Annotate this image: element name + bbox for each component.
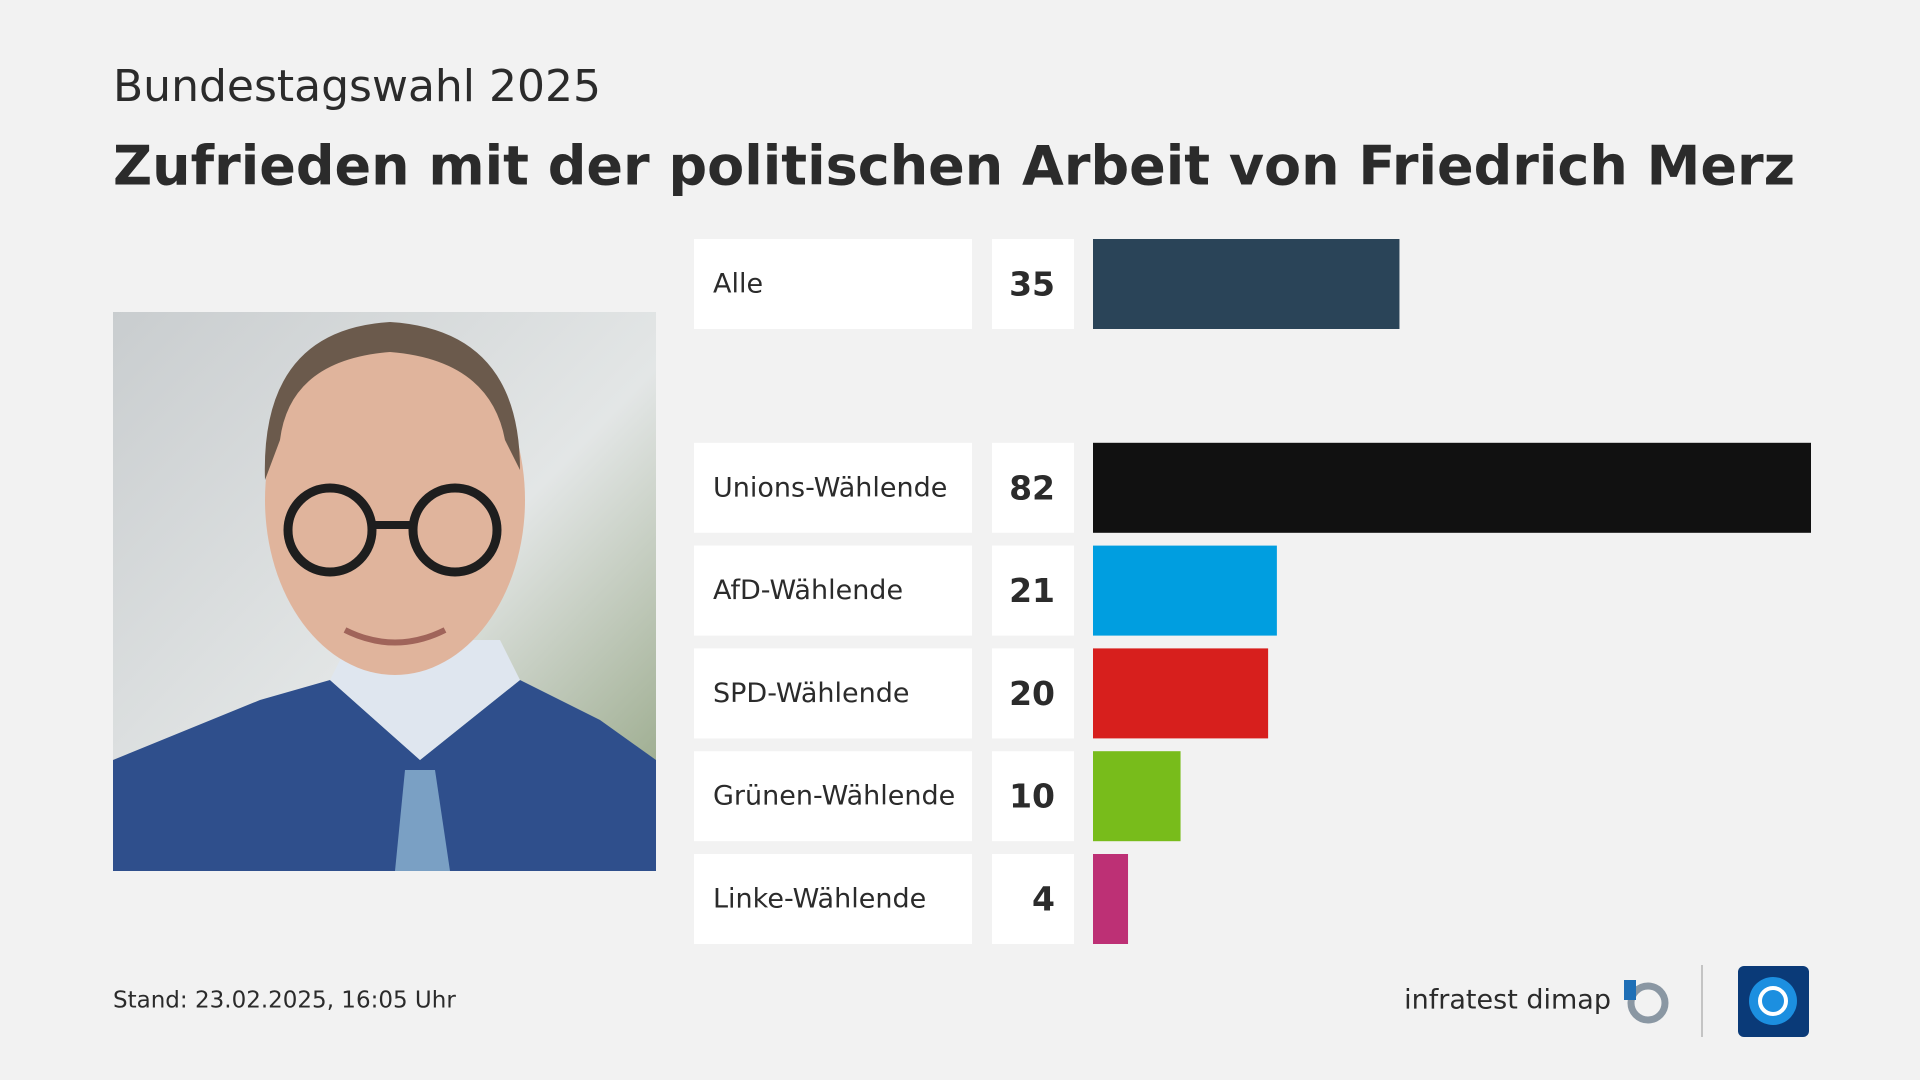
bar (1093, 751, 1181, 842)
value-box (992, 239, 1074, 329)
value-box (992, 854, 1074, 944)
category-label: SPD-Wählende (713, 678, 909, 709)
label-box (694, 442, 972, 533)
category-label: Alle (713, 269, 763, 300)
source-logo-mark (1624, 980, 1636, 1000)
label-box (694, 751, 972, 842)
value-label: 21 (1009, 571, 1055, 610)
bar (1093, 442, 1811, 533)
category-label: AfD-Wählende (713, 575, 903, 606)
chart-title: Zufrieden mit der politischen Arbeit von… (113, 135, 1795, 198)
value-box (992, 648, 1074, 739)
value-label: 35 (1009, 265, 1055, 304)
stand-label: Stand: (113, 988, 188, 1014)
bar (1093, 648, 1269, 739)
value-label: 20 (1009, 674, 1055, 713)
value-label: 4 (1032, 880, 1055, 919)
label-box (694, 239, 972, 329)
value-label: 82 (1009, 468, 1055, 507)
source-logo (1627, 982, 1669, 1024)
bar (1093, 239, 1400, 329)
value-box (992, 751, 1074, 842)
bar (1093, 545, 1277, 636)
value-box (992, 442, 1074, 533)
glasses-left (283, 483, 377, 577)
portrait (113, 312, 656, 871)
category-label: Linke-Wählende (713, 884, 926, 915)
label-box (694, 545, 972, 636)
glasses-right (408, 483, 502, 577)
category-label: Unions-Wählende (713, 472, 947, 503)
face (265, 325, 525, 675)
label-box (694, 648, 972, 739)
stand-date: 23.02.2025, 16:05 Uhr (195, 988, 456, 1014)
category-label: Grünen-Wählende (713, 781, 955, 812)
chart-subtitle: Bundestagswahl 2025 (113, 61, 601, 112)
tie (395, 770, 450, 871)
rows: Alle 35 Unions-Wählende 82 AfD-Wählende 21 SPD… (694, 239, 1811, 944)
value-label: 10 (1009, 777, 1055, 816)
broadcaster-logo-ring (1758, 986, 1788, 1016)
source: infratest dimap (1404, 985, 1611, 1016)
value-box (992, 545, 1074, 636)
mouth (343, 627, 447, 646)
broadcaster-logo-globe (1749, 977, 1797, 1025)
bar (1093, 854, 1129, 944)
label-box (694, 854, 972, 944)
jacket (113, 680, 656, 871)
hair (264, 322, 520, 480)
